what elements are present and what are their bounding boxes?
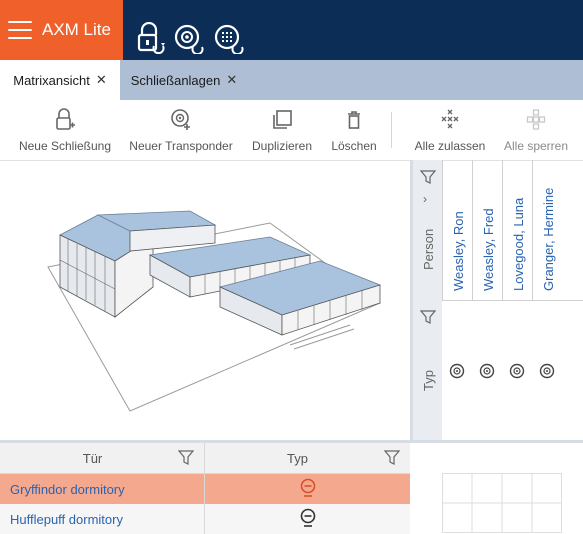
close-icon[interactable]: ✕ — [95, 72, 107, 87]
toolbar: Neue Schließung Neuer Transponder Dupliz… — [0, 100, 583, 161]
panel-divider-vertical — [410, 160, 413, 442]
type-axis-label: Typ — [421, 370, 436, 391]
door-table-header: Tür Typ — [0, 443, 410, 474]
person-name: Weasley, Ron — [451, 211, 466, 291]
trash-icon — [348, 111, 360, 129]
door-name[interactable]: Gryffindor dormitory — [10, 481, 125, 497]
transponder-icon — [539, 363, 554, 379]
person-column-granger-hermine[interactable]: Granger, Hermine — [532, 160, 562, 300]
door-type-cell — [205, 474, 410, 504]
tab-matrixansicht[interactable]: Matrixansicht ✕ — [0, 60, 120, 100]
toolbar-label: Duplizieren — [251, 139, 313, 153]
column-header-door[interactable]: Tür — [82, 450, 103, 466]
transponder-type-cell[interactable] — [442, 356, 471, 386]
grid-x-icon — [441, 109, 459, 129]
keypad-sync-icon[interactable] — [214, 22, 244, 54]
door-name[interactable]: Hufflepuff dormitory — [10, 511, 123, 527]
new-transponder-button[interactable]: Neuer Transponder — [126, 108, 236, 153]
filter-icon[interactable] — [384, 450, 400, 465]
person-column-lovegood-luna[interactable]: Lovegood, Luna — [502, 160, 532, 300]
person-name: Weasley, Fred — [481, 208, 496, 291]
access-matrix-grid[interactable] — [442, 473, 562, 533]
transponder-icon — [449, 363, 464, 379]
person-axis-label: Person — [421, 228, 436, 270]
toolbar-label: Löschen — [331, 139, 377, 153]
column-divider — [204, 504, 205, 534]
new-lock-button[interactable]: Neue Schließung — [15, 108, 115, 153]
app-header-bar — [123, 0, 583, 60]
tab-bar: Matrixansicht ✕ Schließanlagen ✕ — [0, 60, 583, 100]
tab-label: Schließanlagen — [130, 72, 221, 88]
filter-icon[interactable] — [420, 170, 436, 184]
duplicate-icon — [273, 110, 292, 129]
toolbar-label: Alle sperren — [503, 139, 569, 153]
column-divider — [204, 474, 205, 504]
table-row[interactable]: Gryffindor dormitory — [0, 474, 410, 504]
filter-icon[interactable] — [420, 310, 436, 324]
panel-divider-horizontal — [0, 440, 583, 443]
tab-label: Matrixansicht — [13, 72, 90, 88]
transponder-icon — [509, 363, 524, 379]
transponder-type-cell[interactable] — [472, 356, 501, 386]
person-name: Lovegood, Luna — [511, 197, 526, 291]
app-header-brand: AXM Lite — [0, 0, 123, 60]
delete-button[interactable]: Löschen — [328, 108, 380, 153]
person-column-weasley-ron[interactable]: Weasley, Ron — [442, 160, 472, 300]
transponder-icon — [479, 363, 494, 379]
building-illustration — [47, 210, 382, 412]
table-row[interactable]: Hufflepuff dormitory — [0, 504, 410, 534]
lock-cylinder-icon — [300, 478, 315, 497]
matrix-label-column: › Person Typ — [413, 160, 442, 440]
column-header-type[interactable]: Typ — [287, 450, 308, 466]
transponder-type-cell[interactable] — [532, 356, 561, 386]
person-name: Granger, Hermine — [541, 187, 556, 291]
transponder-plus-icon — [171, 109, 190, 130]
app-title: AXM Lite — [42, 20, 111, 39]
hamburger-menu-icon[interactable] — [8, 21, 32, 39]
filter-icon[interactable] — [178, 450, 194, 465]
person-column-weasley-fred[interactable]: Weasley, Fred — [472, 160, 502, 300]
transponder-sync-icon[interactable] — [174, 22, 204, 54]
matrix-header-divider — [442, 300, 583, 301]
lock-plus-icon — [56, 108, 75, 130]
toolbar-label: Neuer Transponder — [129, 139, 233, 153]
toolbar-label: Alle zulassen — [414, 139, 486, 153]
lock-cylinder-icon — [300, 508, 315, 527]
allow-all-button[interactable]: Alle zulassen — [412, 108, 488, 153]
column-divider — [204, 443, 205, 473]
duplicate-button[interactable]: Duplizieren — [248, 108, 316, 153]
toolbar-divider — [391, 112, 392, 148]
block-all-button[interactable]: Alle sperren — [500, 108, 572, 153]
close-icon[interactable]: ✕ — [226, 72, 238, 87]
lock-sync-icon[interactable] — [135, 22, 165, 54]
door-type-cell — [205, 504, 410, 534]
grid-block-icon — [526, 109, 546, 130]
chevron-right-icon[interactable]: › — [423, 192, 427, 206]
tab-schliessanlagen[interactable]: Schließanlagen ✕ — [122, 60, 246, 100]
toolbar-label: Neue Schließung — [18, 139, 112, 153]
transponder-type-cell[interactable] — [502, 356, 531, 386]
